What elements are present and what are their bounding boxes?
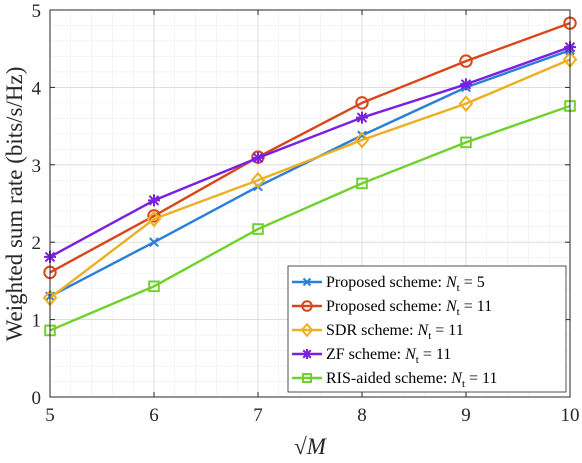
data-point (252, 223, 264, 235)
legend-label: SDR scheme: Nt = 11 (326, 322, 464, 342)
data-point (355, 96, 369, 110)
series-line (49, 46, 571, 258)
data-point (459, 54, 473, 68)
data-point (252, 151, 264, 164)
y-tick-label: 1 (32, 311, 42, 332)
legend-entry: SDR scheme: Nt = 11 (292, 322, 464, 342)
legend-marker (302, 373, 312, 383)
y-tick-label: 4 (32, 78, 42, 99)
x-tick-label: 10 (561, 405, 580, 426)
x-tick-label: 7 (253, 405, 263, 426)
legend-entry: Proposed scheme: Nt = 11 (292, 298, 492, 318)
data-point (356, 177, 368, 190)
legend-marker (302, 349, 312, 359)
data-point (146, 210, 162, 228)
data-point (149, 237, 159, 248)
data-point (458, 95, 474, 113)
x-tick-label: 6 (149, 405, 159, 426)
y-tick-label: 5 (32, 1, 42, 22)
legend-label: Proposed scheme: Nt = 11 (326, 298, 492, 318)
x-tick-label: 5 (45, 405, 55, 426)
y-tick-label: 3 (32, 156, 42, 177)
series-line (49, 58, 571, 299)
y-tick-label: 0 (32, 388, 42, 409)
legend-entry: RIS-aided scheme: Nt = 11 (292, 370, 497, 390)
data-point (354, 131, 370, 149)
data-point (460, 136, 472, 149)
data-point (148, 194, 160, 207)
legend-marker (300, 322, 314, 338)
legend-entry: ZF scheme: Nt = 11 (292, 346, 451, 366)
x-axis-label: √M (294, 434, 328, 459)
data-point (356, 111, 368, 124)
legend-marker (301, 300, 313, 312)
data-point (148, 280, 160, 293)
legend-box (287, 265, 567, 393)
ticks-layer: 5 6 7 8 9 10 0 1 2 3 4 5 (32, 1, 580, 426)
x-axis-label-text: √M (294, 434, 328, 459)
x-tick-label: 8 (357, 405, 367, 426)
legend-label: RIS-aided scheme: Nt = 11 (326, 370, 497, 390)
legend-entry: Proposed scheme: Nt = 5 (292, 274, 485, 294)
legend-label: Proposed scheme: Nt = 5 (326, 274, 485, 294)
y-axis-label: Weighted sum rate (bits/s/Hz) (2, 67, 27, 342)
series-line (49, 104, 571, 332)
plot-frame (49, 9, 571, 398)
legend: Proposed scheme: Nt = 5 Proposed scheme: … (287, 265, 567, 393)
legend-label: ZF scheme: Nt = 11 (326, 346, 451, 366)
data-point (460, 78, 472, 91)
x-tick-label: 9 (461, 405, 471, 426)
series-line (49, 22, 571, 274)
data-point (250, 171, 266, 189)
y-tick-label: 2 (32, 233, 42, 254)
series-layer (42, 16, 578, 337)
legend-marker (302, 277, 312, 287)
series-4 (44, 100, 576, 337)
